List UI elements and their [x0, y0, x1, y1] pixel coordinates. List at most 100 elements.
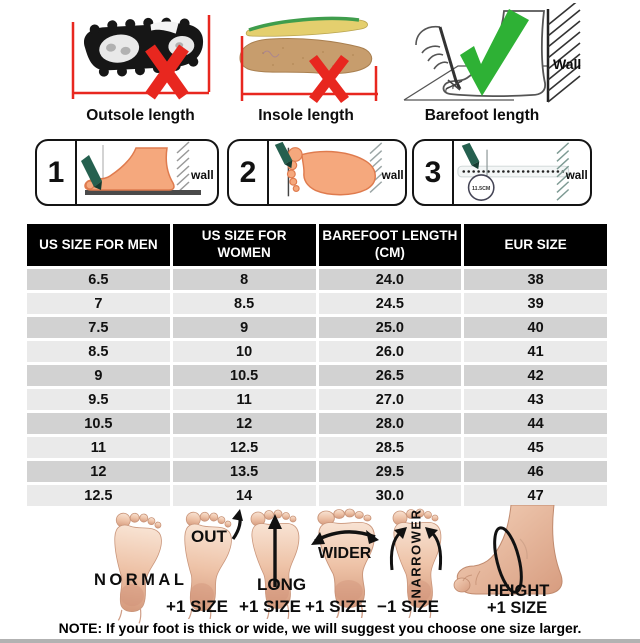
toe-mark [445, 79, 463, 91]
marker-pen-icon [274, 141, 293, 169]
size-cell: 45 [464, 437, 607, 458]
hand-sketch [415, 25, 449, 70]
foot-normal-illustration [114, 512, 162, 624]
barefoot-illustration: Wall [403, 3, 581, 103]
foot-wider-illustration [311, 508, 379, 618]
size-cell: 24.0 [318, 269, 462, 290]
table-row: 7.5 9 25.0 40 [27, 317, 607, 338]
figure-label: Barefoot length [424, 107, 540, 124]
size-cell: 44 [464, 413, 607, 434]
shoe-outsole [83, 17, 204, 77]
foot-side-view [84, 147, 175, 191]
table-row: 8.5 10 26.0 41 [27, 341, 607, 362]
column-header: BAREFOOT LENGTH (CM) [318, 224, 462, 266]
table-row: 6.5 8 24.0 38 [27, 269, 607, 290]
wall-hatch [176, 141, 190, 194]
size-adjust-narrower: −1 SIZE [377, 597, 439, 616]
measure-step-3: 3 11.5CM wall [412, 139, 592, 206]
table-row: 9 10.5 26.5 42 [27, 365, 607, 386]
size-cell: 7.5 [27, 317, 170, 338]
size-cell: 26.0 [318, 341, 462, 362]
size-adjust-out: +1 SIZE [166, 597, 228, 616]
size-cell: 10 [172, 341, 316, 362]
size-cell: 47 [464, 485, 607, 506]
step2-illustration: wall [274, 141, 404, 197]
size-cell: 27.0 [318, 389, 462, 410]
foot-out-illustration [184, 509, 243, 619]
size-cell: 39 [464, 293, 607, 314]
measurement-value: 11.5CM [472, 186, 491, 192]
wall-label: wall [190, 168, 214, 182]
figure-label: Outsole length [86, 107, 195, 124]
measure-step-2: 2 wall [227, 139, 407, 206]
foot-height-illustration [453, 505, 563, 595]
table-row: 12.5 14 30.0 47 [27, 485, 607, 506]
wall-hatch [556, 142, 570, 201]
size-cell: 7 [27, 293, 170, 314]
fit-label-normal: NORMAL [94, 571, 188, 589]
size-adjust-long: +1 SIZE [239, 597, 301, 616]
foot-long-illustration [250, 509, 300, 619]
size-cell: 9 [27, 365, 170, 386]
size-cell: 12 [172, 413, 316, 434]
size-cell: 42 [464, 365, 607, 386]
size-cell: 11 [27, 437, 170, 458]
table-row: 7 8.5 24.5 39 [27, 293, 607, 314]
size-cell: 14 [172, 485, 316, 506]
size-cell: 29.5 [318, 461, 462, 482]
size-cell: 8.5 [172, 293, 316, 314]
instep-loop [493, 526, 523, 594]
step-number: 2 [229, 141, 269, 204]
size-adjust-height: +1 SIZE [487, 599, 548, 617]
size-cell: 28.5 [318, 437, 462, 458]
table-row: 10.5 12 28.0 44 [27, 413, 607, 434]
column-header: US SIZE FOR WOMEN [172, 224, 316, 266]
size-cell: 43 [464, 389, 607, 410]
note-text: NOTE: If your foot is thick or wide, we … [58, 620, 582, 636]
size-cell: 11 [172, 389, 316, 410]
marker-pen-icon [81, 155, 102, 190]
insole-illustration [239, 16, 378, 104]
column-header: US SIZE FOR MEN [27, 224, 170, 266]
size-adjust-wider: +1 SIZE [305, 597, 367, 616]
size-cell: 26.5 [318, 365, 462, 386]
size-cell: 24.5 [318, 293, 462, 314]
size-cell: 25.0 [318, 317, 462, 338]
wrong-mark-icon [145, 44, 189, 100]
table-row: 12 13.5 29.5 46 [27, 461, 607, 482]
fit-label-narrower: NARROWER [408, 508, 424, 599]
floor-bar [85, 190, 201, 195]
bottom-border [0, 639, 640, 643]
wall-hatch [547, 3, 581, 103]
footprint-top-view [301, 150, 376, 196]
size-cell: 41 [464, 341, 607, 362]
step1-illustration: wall [81, 141, 214, 195]
measure-step-1: 1 wall [35, 139, 219, 206]
size-cell: 12 [27, 461, 170, 482]
wrong-mark-icon [309, 54, 349, 104]
fit-label-out: OUT [191, 527, 227, 546]
size-cell: 6.5 [27, 269, 170, 290]
size-table-head-row: US SIZE FOR MEN US SIZE FOR WOMEN BAREFOOT… [27, 224, 607, 266]
size-cell: 8 [172, 269, 316, 290]
measurement-circle [467, 174, 495, 201]
fit-label-long: LONG [257, 575, 307, 594]
wall-label: wall [565, 169, 588, 182]
wall-hatch [369, 142, 383, 193]
size-cell: 28.0 [318, 413, 462, 434]
outsole-illustration [71, 15, 211, 100]
size-cell: 46 [464, 461, 607, 482]
size-table: US SIZE FOR MEN US SIZE FOR WOMEN BAREFOOT… [24, 221, 610, 509]
table-row: 9.5 11 27.0 43 [27, 389, 607, 410]
step3-illustration: 11.5CM wall [457, 142, 588, 201]
size-cell: 12.5 [27, 485, 170, 506]
size-cell: 10.5 [172, 365, 316, 386]
wall-label: Wall [553, 56, 581, 72]
size-cell: 10.5 [27, 413, 170, 434]
size-cell: 13.5 [172, 461, 316, 482]
marker-pen-icon [461, 142, 480, 170]
step-number: 1 [37, 141, 77, 204]
size-table-body: 6.5 8 24.0 38 7 8.5 24.5 39 7.5 9 25.0 40 8.5 10 26.0 4… [27, 269, 607, 506]
size-cell: 9.5 [27, 389, 170, 410]
